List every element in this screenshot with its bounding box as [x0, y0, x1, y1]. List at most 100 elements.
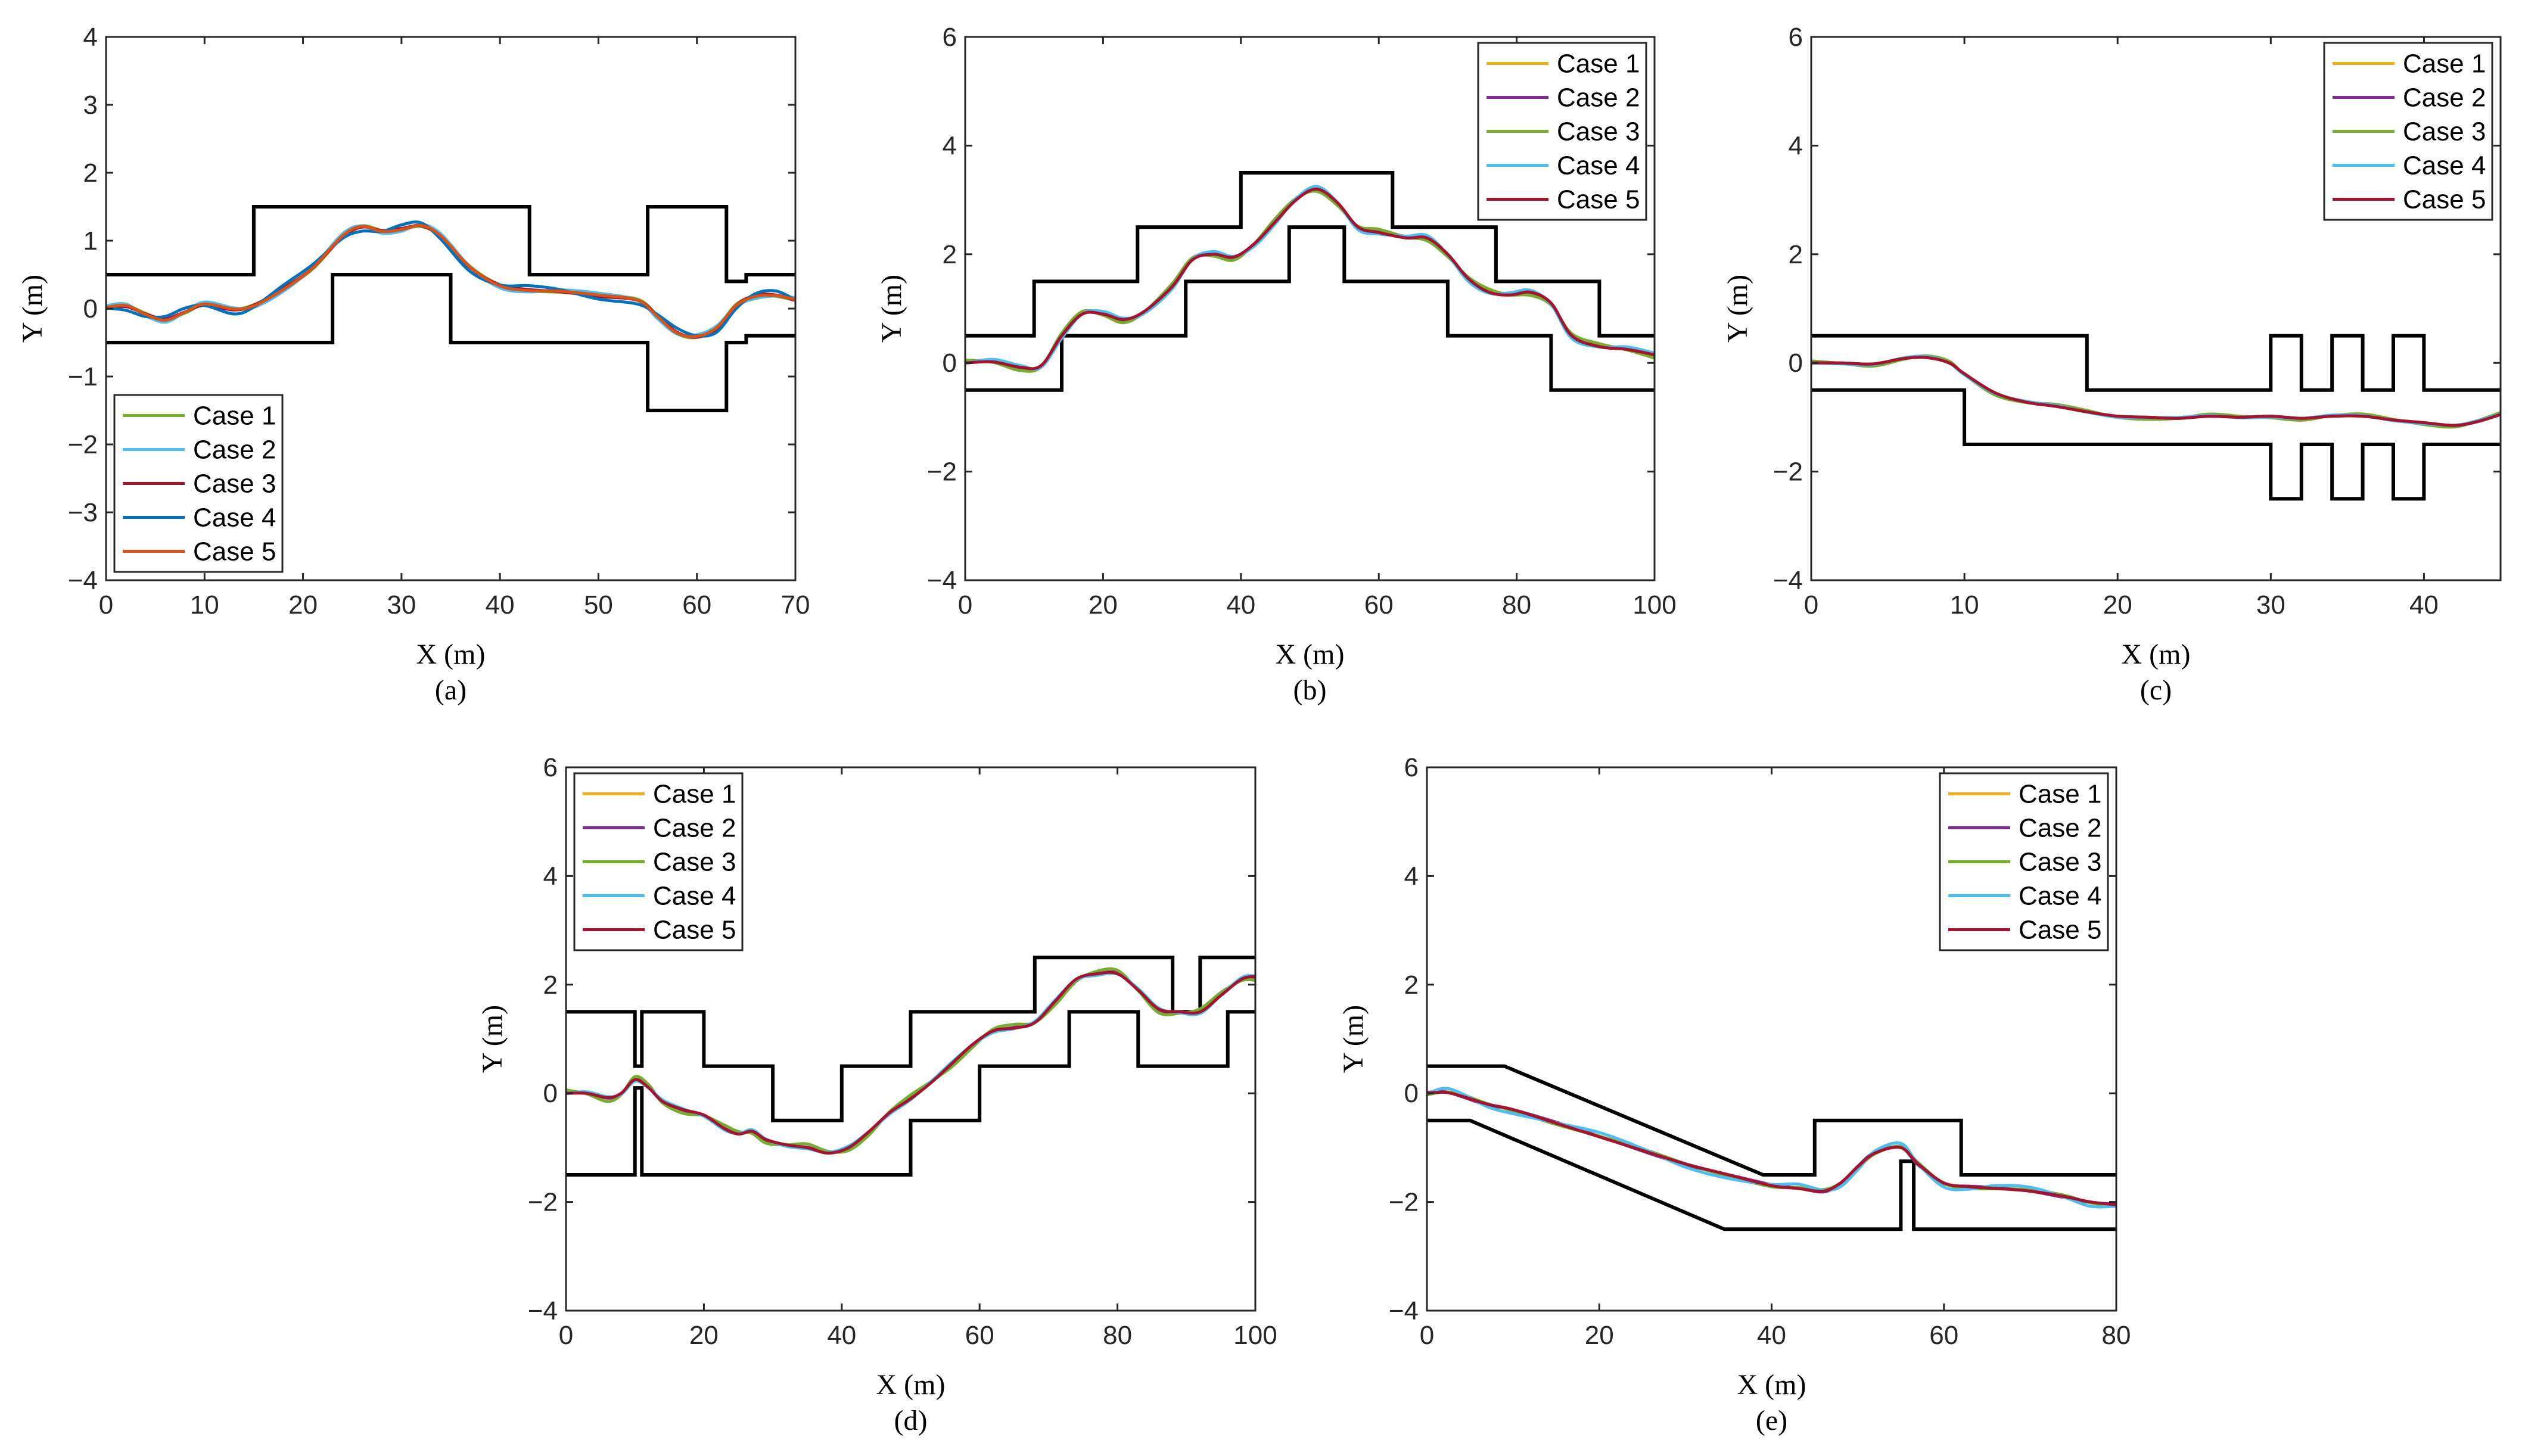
legend-label-a-4: Case 4 [193, 503, 276, 533]
xtick-label-e-40: 40 [1757, 1321, 1786, 1350]
xtick-label-d-80: 80 [1103, 1321, 1132, 1350]
axes-box-d [565, 766, 1257, 1312]
xtick-label-b-100: 100 [1632, 590, 1676, 620]
ytick-label-a-1: 1 [83, 226, 98, 256]
xtick-label-e-80: 80 [2102, 1321, 2131, 1350]
boundary-e-lower [1427, 1118, 2116, 1231]
ytick-label-d--2: −2 [528, 1188, 558, 1217]
legend-b: Case 1 Case 2 Case 3 Case 4 Case 5 [1477, 42, 1647, 221]
boundary-a-lower [106, 273, 795, 412]
series-b-case-5 [965, 187, 1655, 371]
legend-label-e-4: Case 4 [2019, 882, 2101, 911]
series-d-case-5 [566, 970, 1255, 1155]
ylabel-d: Y (m) [477, 1005, 508, 1073]
ylabel-c: Y (m) [1722, 275, 1753, 343]
ytick-label-c--2: −2 [1773, 458, 1803, 487]
xtick-label-b-60: 60 [1364, 590, 1394, 620]
series-c-case-5 [1811, 356, 2501, 427]
boundary-a-upper [106, 205, 795, 284]
xtick-label-a-10: 10 [190, 590, 219, 620]
xtick-label-e-20: 20 [1585, 1321, 1614, 1350]
legend-label-d-2: Case 2 [653, 814, 736, 843]
xtick-label-e-60: 60 [1929, 1321, 1958, 1350]
legend-label-c-3: Case 3 [2403, 117, 2486, 147]
ytick-label-a-2: 2 [83, 158, 98, 188]
legend-label-e-3: Case 3 [2019, 848, 2101, 877]
xlabel-e: X (m) [1737, 1369, 1806, 1401]
legend-label-d-1: Case 1 [653, 780, 736, 809]
ytick-label-d--4: −4 [528, 1296, 558, 1326]
series-e-case-5 [1427, 1090, 2116, 1206]
xtick-label-d-20: 20 [689, 1321, 719, 1350]
boundary-e-upper [1427, 1064, 2116, 1177]
boundary-c-lower [1811, 388, 2501, 501]
ytick-label-a--4: −4 [68, 566, 98, 595]
xtick-label-b-40: 40 [1226, 590, 1255, 620]
ytick-label-e--4: −4 [1389, 1296, 1419, 1326]
xtick-label-d-40: 40 [827, 1321, 856, 1350]
xtick-label-d-0: 0 [559, 1321, 573, 1350]
ytick-label-c--4: −4 [1773, 566, 1803, 595]
ytick-label-e-6: 6 [1404, 753, 1419, 782]
caption-a: (a) [435, 674, 467, 706]
xtick-label-c-0: 0 [1804, 590, 1818, 620]
series-a-case-5 [106, 223, 795, 338]
ytick-label-a-0: 0 [83, 294, 98, 323]
ytick-label-b-2: 2 [943, 240, 957, 269]
ytick-label-d-6: 6 [543, 753, 558, 782]
legend-label-a-1: Case 1 [193, 402, 276, 431]
xtick-label-a-50: 50 [584, 590, 613, 620]
xlabel-c: X (m) [2122, 639, 2191, 670]
xtick-label-d-100: 100 [1233, 1321, 1277, 1350]
legend-label-d-5: Case 5 [653, 916, 736, 945]
legend-label-d-4: Case 4 [653, 882, 736, 911]
legend-label-b-3: Case 3 [1557, 117, 1640, 147]
ytick-label-b-0: 0 [943, 349, 957, 378]
xtick-label-a-70: 70 [781, 590, 810, 620]
caption-e: (e) [1756, 1405, 1787, 1436]
legend-label-a-5: Case 5 [193, 537, 276, 567]
ylabel-a: Y (m) [17, 275, 48, 343]
legend-label-c-1: Case 1 [2403, 49, 2486, 79]
legend-label-b-5: Case 5 [1557, 185, 1640, 214]
legend-label-a-2: Case 2 [193, 435, 276, 465]
xtick-label-d-60: 60 [965, 1321, 994, 1350]
legend-label-b-2: Case 2 [1557, 83, 1640, 113]
xtick-label-b-0: 0 [958, 590, 972, 620]
xtick-label-a-0: 0 [99, 590, 113, 620]
ytick-label-a--2: −2 [68, 430, 98, 459]
caption-d: (d) [894, 1405, 928, 1436]
series-e-case-4 [1427, 1087, 2116, 1209]
plot-content-e [1427, 1064, 2116, 1231]
boundary-b-lower [965, 225, 1655, 392]
axes-box-c [1810, 36, 2502, 581]
caption-c: (c) [2140, 674, 2172, 706]
boundary-c-upper [1811, 334, 2501, 392]
ytick-label-a-3: 3 [83, 91, 98, 120]
legend-label-e-1: Case 1 [2019, 780, 2101, 809]
panel-a: 0 10 20 30 40 50 60 70 −4 −3 −2 −1 0 1 2 3 4 X (m) Y (m) (a… [17, 23, 810, 706]
plot-content-d [566, 956, 1255, 1177]
ytick-label-a-4: 4 [83, 23, 98, 52]
ytick-label-c-4: 4 [1789, 131, 1803, 160]
ylabel-e: Y (m) [1338, 1005, 1369, 1073]
ytick-label-b--4: −4 [927, 566, 957, 595]
ytick-label-b-6: 6 [943, 23, 957, 52]
ytick-label-a--3: −3 [68, 498, 98, 527]
legend-label-c-5: Case 5 [2403, 185, 2486, 214]
ytick-label-e-4: 4 [1404, 861, 1419, 891]
boundary-b-upper [965, 171, 1655, 338]
ytick-label-e-0: 0 [1404, 1079, 1419, 1108]
ytick-label-b-4: 4 [943, 131, 957, 160]
xtick-label-c-40: 40 [2409, 590, 2439, 620]
legend-label-a-3: Case 3 [193, 469, 276, 499]
ytick-label-c-0: 0 [1789, 349, 1803, 378]
legend-c: Case 1 Case 2 Case 3 Case 4 Case 5 [2323, 42, 2493, 221]
ytick-label-c-2: 2 [1789, 240, 1803, 269]
legend-label-c-2: Case 2 [2403, 83, 2486, 113]
